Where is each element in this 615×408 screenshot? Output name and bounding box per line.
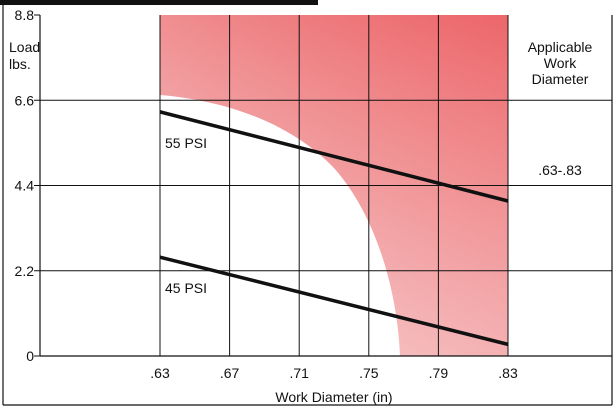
y-tick-label-1: 2.2 <box>15 263 35 279</box>
x-tick-label-4: .79 <box>429 365 449 381</box>
y-tick-label-0: 0 <box>26 348 34 364</box>
side-panel-title-line-0: Applicable <box>528 39 593 55</box>
side-panel-title-line-2: Diameter <box>532 71 589 87</box>
plot-frame <box>2 5 613 406</box>
y-axis-title-line-0: Load <box>9 39 40 55</box>
series-label-1: 45 PSI <box>165 280 207 296</box>
y-tick-label-4: 8.8 <box>15 7 35 23</box>
x-tick-label-3: .75 <box>359 365 379 381</box>
side-panel-title-line-1: Work <box>544 55 577 71</box>
x-tick-label-0: .63 <box>150 365 170 381</box>
header-bar <box>0 0 318 5</box>
x-tick-label-2: .71 <box>289 365 309 381</box>
x-tick-label-1: .67 <box>220 365 240 381</box>
series-line-0 <box>159 110 509 203</box>
y-axis-title-line-1: lbs. <box>9 56 31 72</box>
series-lines <box>159 110 509 347</box>
series-label-0: 55 PSI <box>165 135 207 151</box>
chart-labels: 0 2.2 4.4 6.6 8.8 .63 .67 .71 .75 .79 .83 Work Diam… <box>9 7 593 405</box>
y-tick-label-3: 6.6 <box>15 92 35 108</box>
series-line-1 <box>159 255 509 347</box>
x-axis-title: Work Diameter (in) <box>275 389 392 405</box>
side-panel-value: .63-.83 <box>538 162 582 178</box>
x-tick-label-5: .83 <box>498 365 518 381</box>
y-tick-label-2: 4.4 <box>15 178 35 194</box>
